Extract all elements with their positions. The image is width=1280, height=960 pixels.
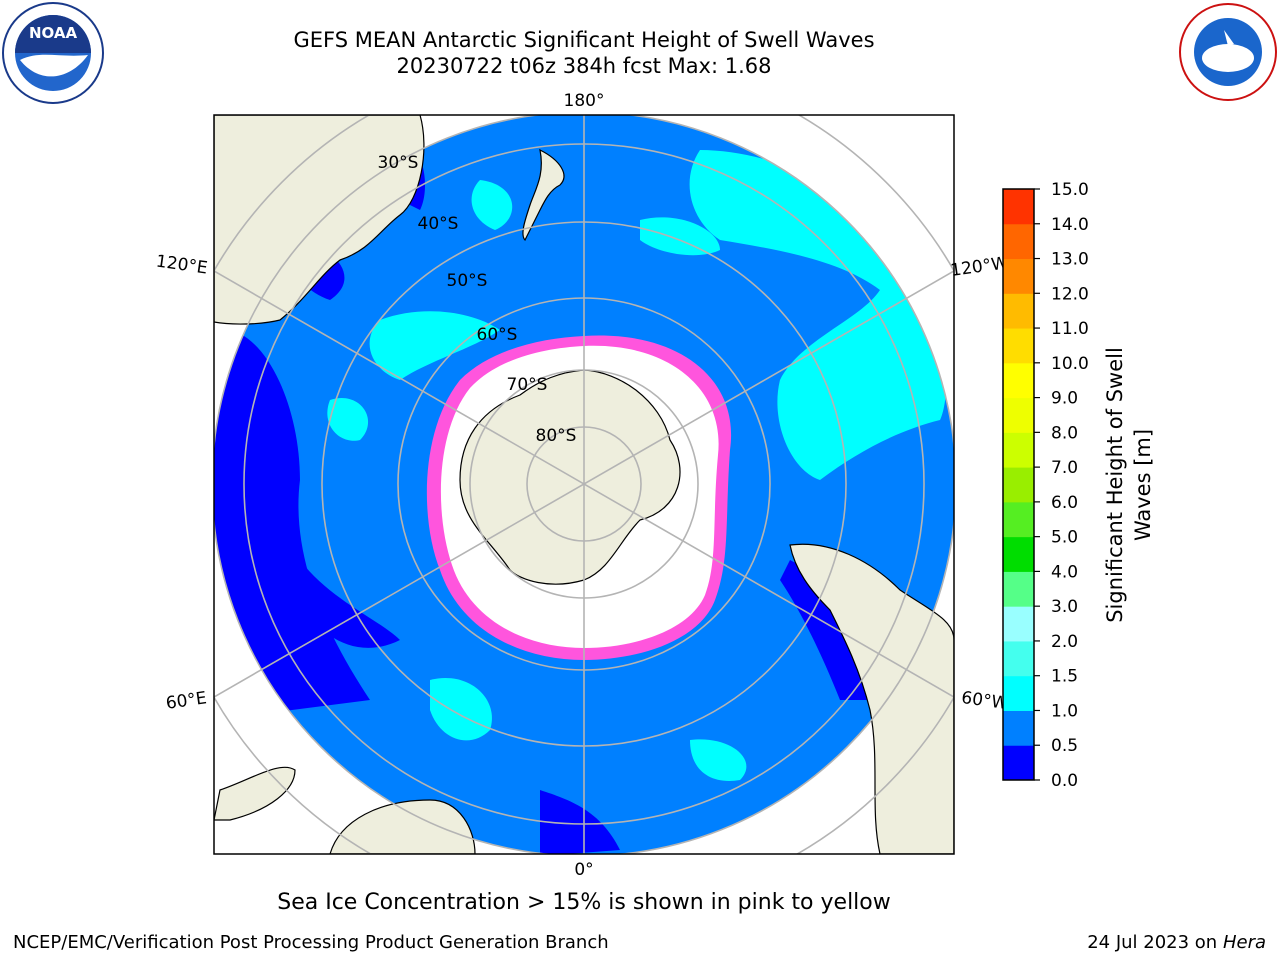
noaa-logo-text: NOAA	[29, 24, 78, 42]
colorbar-tick-label: 6.0	[1051, 493, 1078, 513]
lon-label-120w: 120°W	[949, 253, 1009, 281]
lon-label-180: 180°	[564, 91, 605, 111]
lat-label-70s: 70°S	[507, 375, 548, 395]
colorbar-swatch	[1003, 745, 1034, 781]
graticule	[214, 115, 954, 854]
colorbar-swatch	[1003, 397, 1034, 433]
colorbar-tick-label: 7.0	[1051, 458, 1078, 478]
colorbar-tick-label: 15.0	[1051, 180, 1089, 200]
colorbar-swatch	[1003, 223, 1034, 260]
lat-label-50s: 50°S	[447, 271, 488, 291]
colorbar-tick-label: 9.0	[1051, 389, 1078, 409]
page-subtitle: 20230722 t06z 384h fcst Max: 1.68	[396, 54, 772, 78]
lon-label-60e: 60°E	[165, 688, 208, 713]
footer-host: Hera	[1222, 932, 1266, 953]
colorbar-swatch	[1003, 432, 1034, 468]
lat-label-60s: 60°S	[477, 325, 518, 345]
colorbar-tick-label: 0.0	[1051, 771, 1078, 791]
colorbar-tick-label: 14.0	[1051, 215, 1089, 235]
land	[214, 115, 954, 854]
colorbar-swatch	[1003, 189, 1034, 225]
sea-ice-note: Sea Ice Concentration > 15% is shown in …	[277, 890, 891, 915]
colorbar-swatch	[1003, 328, 1034, 364]
colorbar-tick-label: 2.0	[1051, 632, 1078, 652]
nws-logo	[1179, 3, 1277, 101]
colorbar-ticks: 0.0 0.5 1.0 1.5 2.0 3.0 4.0 5.0 6.0 7.0 8.0 9.0 10.0…	[1034, 180, 1089, 791]
footer-date-prefix: 24 Jul 2023 on	[1087, 932, 1223, 953]
colorbar-swatch	[1003, 362, 1034, 399]
colorbar-swatch	[1003, 571, 1034, 607]
colorbar-tick-label: 0.5	[1051, 736, 1078, 756]
colorbar-tick-label: 11.0	[1051, 319, 1089, 339]
lon-label-60w: 60°W	[960, 688, 1009, 714]
colorbar-tick-label: 13.0	[1051, 250, 1089, 270]
colorbar-label-line1: Significant Height of Swell	[1103, 347, 1127, 623]
colorbar-label-line2: Waves [m]	[1131, 429, 1155, 541]
colorbar: 0.0 0.5 1.0 1.5 2.0 3.0 4.0 5.0 6.0 7.0 8.0 9.0 10.0…	[1002, 180, 1155, 791]
colorbar-tick-label: 8.0	[1051, 423, 1078, 443]
colorbar-tick-label: 1.0	[1051, 701, 1078, 721]
colorbar-swatch	[1003, 536, 1034, 572]
colorbar-swatch	[1003, 467, 1034, 503]
latitude-labels: 30°S 40°S 50°S 60°S 70°S 80°S	[378, 153, 577, 446]
colorbar-swatch	[1003, 293, 1034, 329]
footer-credit: NCEP/EMC/Verification Post Processing Pr…	[13, 932, 609, 953]
colorbar-tick-label: 3.0	[1051, 597, 1078, 617]
colorbar-tick-label: 1.5	[1051, 667, 1078, 687]
colorbar-swatch	[1003, 675, 1034, 711]
lat-label-30s: 30°S	[378, 153, 419, 173]
lat-label-80s: 80°S	[536, 426, 577, 446]
lat-label-40s: 40°S	[418, 214, 459, 234]
colorbar-tick-label: 12.0	[1051, 284, 1089, 304]
page-title: GEFS MEAN Antarctic Significant Height o…	[293, 28, 875, 52]
colorbar-swatch	[1003, 606, 1034, 642]
lon-label-0: 0°	[574, 860, 593, 880]
colorbar-swatch	[1003, 710, 1034, 746]
colorbar-frame	[1002, 188, 1035, 781]
antarctica	[426, 335, 732, 660]
colorbar-swatch	[1003, 501, 1034, 538]
map-frame	[213, 114, 955, 855]
footer-date: 24 Jul 2023 on Hera	[1087, 932, 1266, 953]
colorbar-swatch	[1003, 640, 1034, 677]
colorbar-tick-label: 5.0	[1051, 528, 1078, 548]
noaa-logo: NOAA	[2, 2, 104, 104]
colorbar-swatch	[1003, 258, 1034, 294]
colorbar-swatches	[1003, 189, 1034, 781]
colorbar-tick-label: 10.0	[1051, 354, 1089, 374]
colorbar-tick-label: 4.0	[1051, 562, 1078, 582]
lon-label-120e: 120°E	[155, 252, 209, 279]
